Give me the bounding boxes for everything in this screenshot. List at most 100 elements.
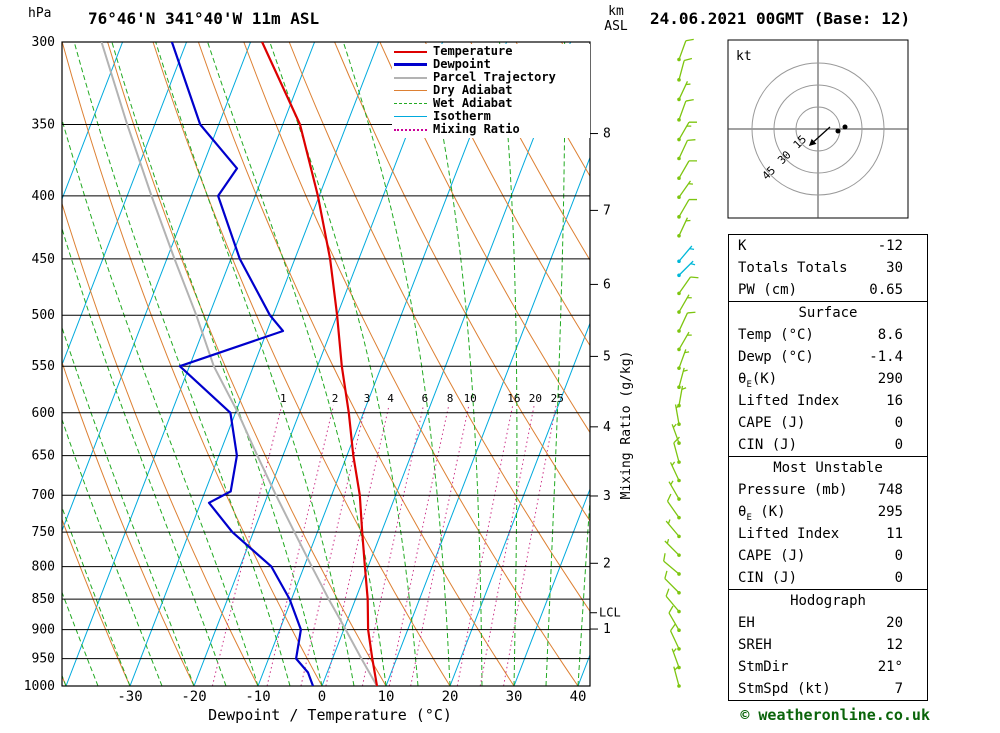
- svg-text:1000: 1000: [24, 679, 55, 694]
- wind-barb-column: [663, 38, 699, 688]
- svg-text:Mixing Ratio (g/kg): Mixing Ratio (g/kg): [619, 351, 634, 500]
- stat-value: 8.6: [877, 327, 903, 343]
- stat-value: 30: [886, 260, 903, 276]
- stat-row: Totals Totals 30: [729, 257, 927, 279]
- temp-axis-labels: -30 -20 -10 0 10 20 30 40: [117, 689, 586, 705]
- stat-row: Lifted Index 16: [729, 390, 927, 412]
- legend-item: Parcel Trajectory: [394, 71, 590, 84]
- svg-text:950: 950: [32, 652, 55, 667]
- svg-text:1: 1: [603, 622, 611, 637]
- stat-value: 21°: [877, 659, 903, 675]
- svg-text:16: 16: [507, 392, 520, 405]
- stat-row: θE(K) 290: [729, 368, 927, 390]
- stat-value: 0.65: [869, 282, 903, 298]
- svg-text:350: 350: [32, 117, 55, 132]
- stat-row: Dewp (°C) -1.4: [729, 346, 927, 368]
- stats-panel-title: Most Unstable: [773, 460, 883, 476]
- legend-swatch-line: [394, 128, 427, 131]
- stat-row: Pressure (mb) 748: [729, 479, 927, 501]
- svg-text:550: 550: [32, 359, 55, 374]
- isotherm-lines: [62, 42, 590, 686]
- stat-label: Temp (°C): [738, 327, 814, 343]
- stat-value: 20: [886, 615, 903, 631]
- stat-label: θE(K): [738, 371, 778, 390]
- svg-text:-20: -20: [181, 689, 206, 705]
- stat-label: θE (K): [738, 504, 786, 523]
- stats-panel-title: Hodograph: [790, 593, 866, 609]
- svg-text:10: 10: [464, 392, 477, 405]
- stat-value: 295: [877, 504, 903, 520]
- stats-panel: Surface Temp (°C) 8.6 Dewp (°C) -1.4 θE(K) 290…: [728, 301, 928, 457]
- stat-value: -1.4: [869, 349, 903, 365]
- altitude-unit-asl: ASL: [604, 19, 628, 34]
- altitude-unit-km: km: [608, 4, 624, 19]
- svg-text:500: 500: [32, 308, 55, 323]
- svg-text:600: 600: [32, 406, 55, 421]
- svg-text:25: 25: [551, 392, 564, 405]
- svg-text:3: 3: [364, 392, 371, 405]
- svg-text:0: 0: [318, 689, 326, 705]
- stat-value: 12: [886, 637, 903, 653]
- stat-row: StmDir 21°: [729, 656, 927, 678]
- stat-row: Temp (°C) 8.6: [729, 324, 927, 346]
- svg-text:900: 900: [32, 623, 55, 638]
- svg-text:650: 650: [32, 449, 55, 464]
- wet-adiabat-lines: [62, 42, 590, 686]
- svg-text:300: 300: [32, 35, 55, 50]
- stat-label: StmDir: [738, 659, 789, 675]
- legend-item: Dry Adiabat: [394, 84, 590, 97]
- stat-value: 16: [886, 393, 903, 409]
- svg-text:4: 4: [603, 420, 611, 435]
- pressure-axis-labels: 300 350 400 450 500 550 600 650 700 750 800 850 900 9…: [24, 35, 55, 694]
- stat-value: 0: [894, 548, 903, 564]
- legend-label: Wet Adiabat: [433, 96, 513, 110]
- legend-item: Mixing Ratio: [394, 123, 590, 136]
- mixing-ratio-lines: [211, 405, 557, 686]
- legend-label: Temperature: [433, 44, 513, 58]
- stat-label: Dewp (°C): [738, 349, 814, 365]
- svg-text:6: 6: [603, 277, 611, 292]
- pressure-grid: [61, 41, 591, 687]
- svg-text:LCL: LCL: [599, 606, 621, 620]
- run-title: 24.06.2021 00GMT (Base: 12): [650, 9, 911, 28]
- svg-text:-30: -30: [117, 689, 142, 705]
- svg-text:10: 10: [378, 689, 395, 705]
- stat-row: θE (K) 295: [729, 501, 927, 523]
- svg-text:8: 8: [447, 392, 454, 405]
- stat-row: CIN (J) 0: [729, 434, 927, 456]
- legend-item: Temperature: [394, 45, 590, 58]
- svg-text:1: 1: [280, 392, 287, 405]
- svg-text:5: 5: [603, 349, 611, 364]
- svg-text:2: 2: [332, 392, 339, 405]
- stat-row: K -12: [729, 235, 927, 257]
- svg-text:450: 450: [32, 252, 55, 267]
- stat-label: Lifted Index: [738, 393, 840, 409]
- svg-text:2: 2: [603, 556, 611, 571]
- stat-row: CAPE (J) 0: [729, 545, 927, 567]
- stat-value: -12: [877, 238, 903, 254]
- svg-text:20: 20: [442, 689, 459, 705]
- svg-text:3: 3: [603, 489, 611, 504]
- svg-text:400: 400: [32, 189, 55, 204]
- legend-swatch-line: [394, 90, 427, 91]
- stat-row: Lifted Index 11: [729, 523, 927, 545]
- svg-text:-10: -10: [245, 689, 270, 705]
- stat-label: CAPE (J): [738, 415, 806, 431]
- stats-panel: Most Unstable Pressure (mb) 748 θE (K) 295 Li…: [728, 456, 928, 590]
- legend-label: Dewpoint: [433, 57, 491, 71]
- stat-row: SREH 12: [729, 634, 927, 656]
- stats-panel-title: Surface: [798, 305, 858, 321]
- dewpoint-curve: [170, 42, 315, 686]
- svg-text:40: 40: [570, 689, 587, 705]
- legend-item: Isotherm: [394, 110, 590, 123]
- stat-label: PW (cm): [738, 282, 798, 298]
- station-title: 76°46'N 341°40'W 11m ASL: [88, 9, 320, 28]
- stat-row: CIN (J) 0: [729, 567, 927, 589]
- svg-text:800: 800: [32, 560, 55, 575]
- stat-row: PW (cm) 0.65: [729, 279, 927, 301]
- stat-value: 290: [877, 371, 903, 387]
- svg-text:700: 700: [32, 488, 55, 503]
